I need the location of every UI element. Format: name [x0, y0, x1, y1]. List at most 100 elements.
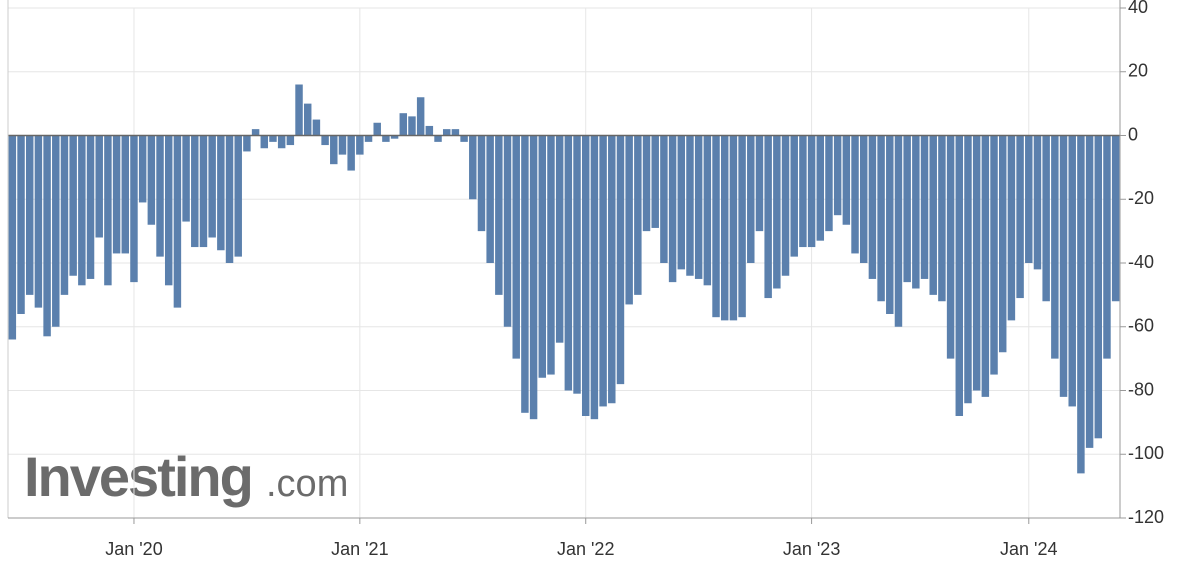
bar	[260, 135, 269, 149]
bar	[486, 135, 494, 263]
bar	[112, 135, 121, 254]
bar	[1085, 135, 1094, 448]
bar	[747, 135, 755, 263]
bar	[356, 135, 364, 155]
bar	[686, 135, 694, 276]
bar	[912, 135, 920, 289]
bar	[1042, 135, 1050, 302]
bar	[616, 135, 625, 385]
bar	[1094, 135, 1103, 439]
bar	[547, 135, 555, 375]
bar	[1016, 135, 1024, 299]
bar	[694, 135, 703, 279]
bar	[529, 135, 538, 420]
bar	[512, 135, 520, 359]
bar	[825, 135, 833, 232]
x-tick-label: Jan '24	[1000, 539, 1057, 559]
bar	[156, 135, 164, 257]
bar	[929, 135, 937, 295]
bar	[1068, 135, 1076, 407]
bar	[451, 129, 460, 136]
bar	[52, 135, 60, 327]
bar	[425, 125, 434, 136]
bar	[147, 135, 156, 225]
bar	[434, 135, 442, 142]
bar	[755, 135, 764, 232]
bar	[286, 135, 295, 146]
bar	[851, 135, 859, 254]
bar	[877, 135, 885, 302]
bar	[964, 135, 972, 404]
bar	[625, 135, 633, 305]
bar	[833, 135, 842, 216]
bar	[1059, 135, 1068, 397]
y-tick-label: 0	[1128, 124, 1138, 144]
bar	[17, 135, 25, 314]
bar	[868, 135, 877, 279]
y-tick-label: 20	[1128, 61, 1148, 81]
bar	[277, 135, 286, 149]
bar	[390, 135, 399, 139]
bar	[399, 113, 408, 136]
bar	[842, 135, 851, 225]
bar	[920, 135, 929, 279]
bar	[251, 129, 260, 136]
bar	[738, 135, 746, 318]
bar	[712, 135, 720, 318]
bar	[86, 135, 95, 279]
bar	[972, 135, 981, 391]
bar	[816, 135, 825, 241]
bar	[138, 135, 147, 203]
bar	[338, 135, 347, 155]
bar	[938, 135, 946, 302]
bar	[321, 135, 329, 146]
bar	[373, 122, 381, 136]
bar	[495, 135, 503, 295]
bar	[564, 135, 573, 391]
x-tick-label: Jan '21	[331, 539, 388, 559]
bar	[225, 135, 234, 263]
bar	[234, 135, 242, 257]
watermark-brand: Investing	[24, 445, 252, 508]
bar	[364, 135, 373, 142]
bar	[773, 135, 781, 289]
bar	[34, 135, 43, 308]
bar	[990, 135, 998, 375]
bar	[521, 135, 529, 413]
bar	[729, 135, 738, 321]
bar	[799, 135, 807, 248]
bar	[442, 129, 451, 136]
y-tick-label: -20	[1128, 188, 1154, 208]
bar	[981, 135, 990, 397]
y-tick-label: -80	[1128, 379, 1154, 399]
bar	[634, 135, 642, 295]
bar	[43, 135, 51, 337]
bar	[573, 135, 581, 394]
bar	[8, 135, 17, 340]
bar	[269, 135, 277, 142]
bar	[790, 135, 798, 257]
y-tick-label: -100	[1128, 443, 1164, 463]
y-tick-label: -60	[1128, 316, 1154, 336]
bar	[599, 135, 607, 407]
bar	[303, 103, 312, 136]
bar	[807, 135, 816, 248]
bar	[164, 135, 173, 286]
bar	[668, 135, 677, 283]
bar	[1051, 135, 1059, 359]
bar	[191, 135, 199, 248]
bar	[538, 135, 547, 378]
bar	[217, 135, 225, 251]
x-tick-label: Jan '23	[783, 539, 840, 559]
bar	[581, 135, 590, 416]
bar	[703, 135, 712, 286]
bar	[416, 97, 425, 136]
bar	[121, 135, 130, 254]
bar	[781, 135, 790, 276]
bar	[894, 135, 903, 327]
bar	[1025, 135, 1033, 263]
x-tick-label: Jan '20	[105, 539, 162, 559]
bar	[651, 135, 659, 228]
